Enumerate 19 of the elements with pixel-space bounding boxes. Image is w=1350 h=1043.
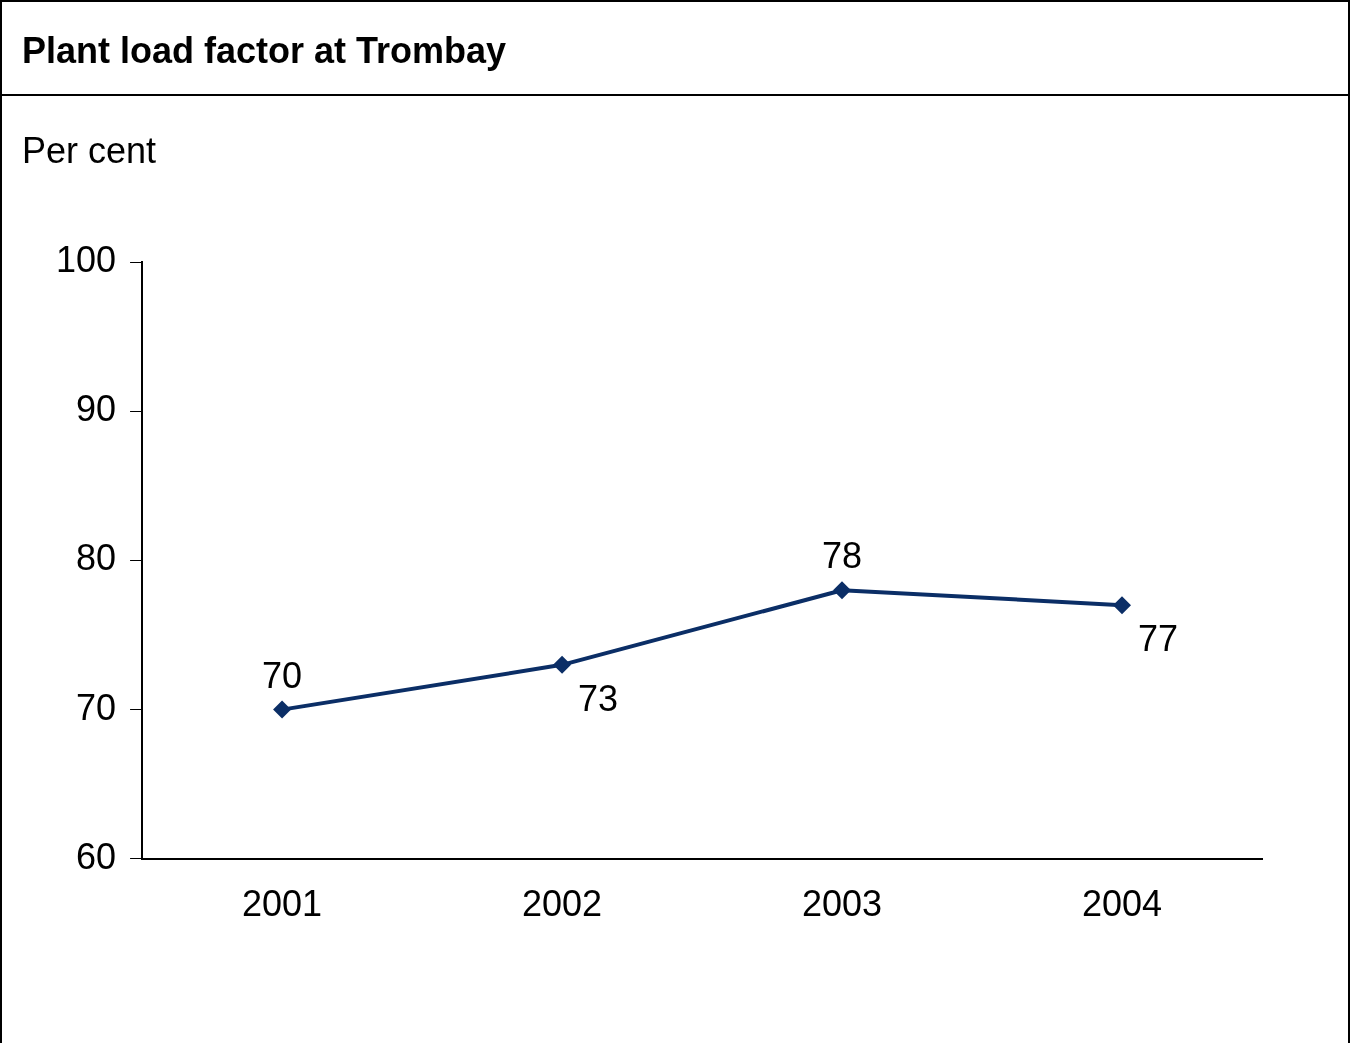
x-tick-label: 2004: [1081, 883, 1163, 925]
x-tick-label: 2001: [242, 883, 323, 925]
x-tick-label: 2002: [521, 883, 603, 925]
data-label: 77: [1137, 618, 1179, 660]
y-tick-label: 60: [76, 835, 117, 877]
y-tick-label: 70: [76, 686, 117, 728]
point: [553, 655, 572, 674]
data-label: 78: [822, 535, 863, 577]
chart-title: Plant load factor at Trombay: [2, 2, 1348, 96]
point: [833, 581, 852, 600]
y-axis-title: Per cent: [22, 130, 157, 172]
y-tick-label: 100: [55, 238, 117, 280]
data-label: 70: [262, 654, 303, 696]
x-tick-label: 2003: [801, 883, 883, 925]
y-tick-label: 80: [76, 537, 117, 579]
point: [273, 700, 292, 719]
y-tick-label: 90: [76, 388, 117, 430]
point: [1113, 596, 1132, 615]
data-label: 73: [578, 677, 619, 719]
